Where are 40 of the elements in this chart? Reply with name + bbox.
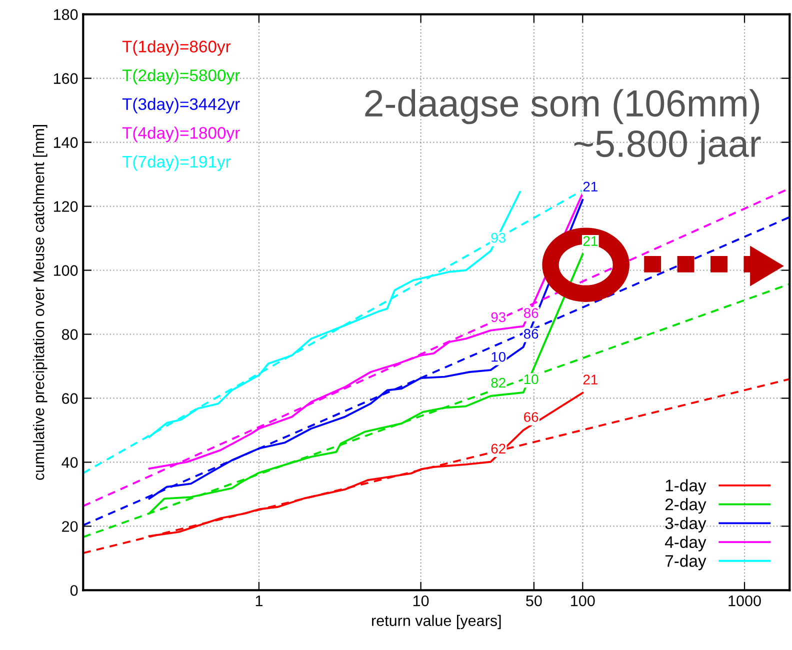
annotation: 10 xyxy=(524,374,538,384)
x-tick-label: 10 xyxy=(413,595,429,606)
y-tick-label: 100 xyxy=(54,265,78,276)
annotation: 21 xyxy=(583,374,598,384)
annotation: 62 xyxy=(491,444,506,454)
annotation: 93 xyxy=(491,232,506,243)
legend-label: 1-day xyxy=(666,479,706,495)
annotation: 2-daagse som (106mm) ~5.800 jaar xyxy=(365,89,761,165)
legend-label: 3-day xyxy=(665,516,706,532)
annotation: 86 xyxy=(524,328,538,339)
legend-label: 7-day xyxy=(665,554,706,570)
annotation: T(1day)=860yr xyxy=(122,40,231,56)
y-tick-label: 140 xyxy=(54,137,78,148)
annotation: 66 xyxy=(524,412,538,422)
y-tick-label: 0 xyxy=(70,585,78,596)
annotation: T(4day)=1800yr xyxy=(122,126,240,142)
annotation: 82 xyxy=(491,378,506,388)
y-tick-label: 80 xyxy=(62,329,78,340)
x-axis-title: return value [years] xyxy=(372,614,501,630)
y-tick-label: 180 xyxy=(54,9,78,20)
annotation: 93 xyxy=(491,312,506,322)
x-tick-label: 1000 xyxy=(728,595,761,606)
x-tick-label: 1 xyxy=(256,596,262,606)
annotation: T(2day)=5800yr xyxy=(122,69,240,85)
annotation: T(3day)=3442yr xyxy=(122,98,240,114)
annotation: 21 xyxy=(583,182,598,192)
y-tick-label: 20 xyxy=(62,521,78,532)
y-tick-label: 120 xyxy=(54,201,78,212)
y-tick-label: 40 xyxy=(62,457,78,468)
x-tick-label: 50 xyxy=(526,595,542,606)
y-tick-label: 60 xyxy=(62,393,78,404)
x-tick-label: 100 xyxy=(571,595,595,606)
annotation: 21 xyxy=(583,236,598,246)
annotation: T(7day)=191yr xyxy=(122,155,231,171)
legend-label: 4-day xyxy=(664,536,706,552)
annotation: 86 xyxy=(524,308,538,318)
y-tick-label: 160 xyxy=(54,73,78,84)
legend-label: 2-day xyxy=(665,498,706,514)
annotation: 10 xyxy=(492,352,506,362)
y-axis-title: cumulative precipitation over Meuse catchment [mm] xyxy=(33,125,48,480)
